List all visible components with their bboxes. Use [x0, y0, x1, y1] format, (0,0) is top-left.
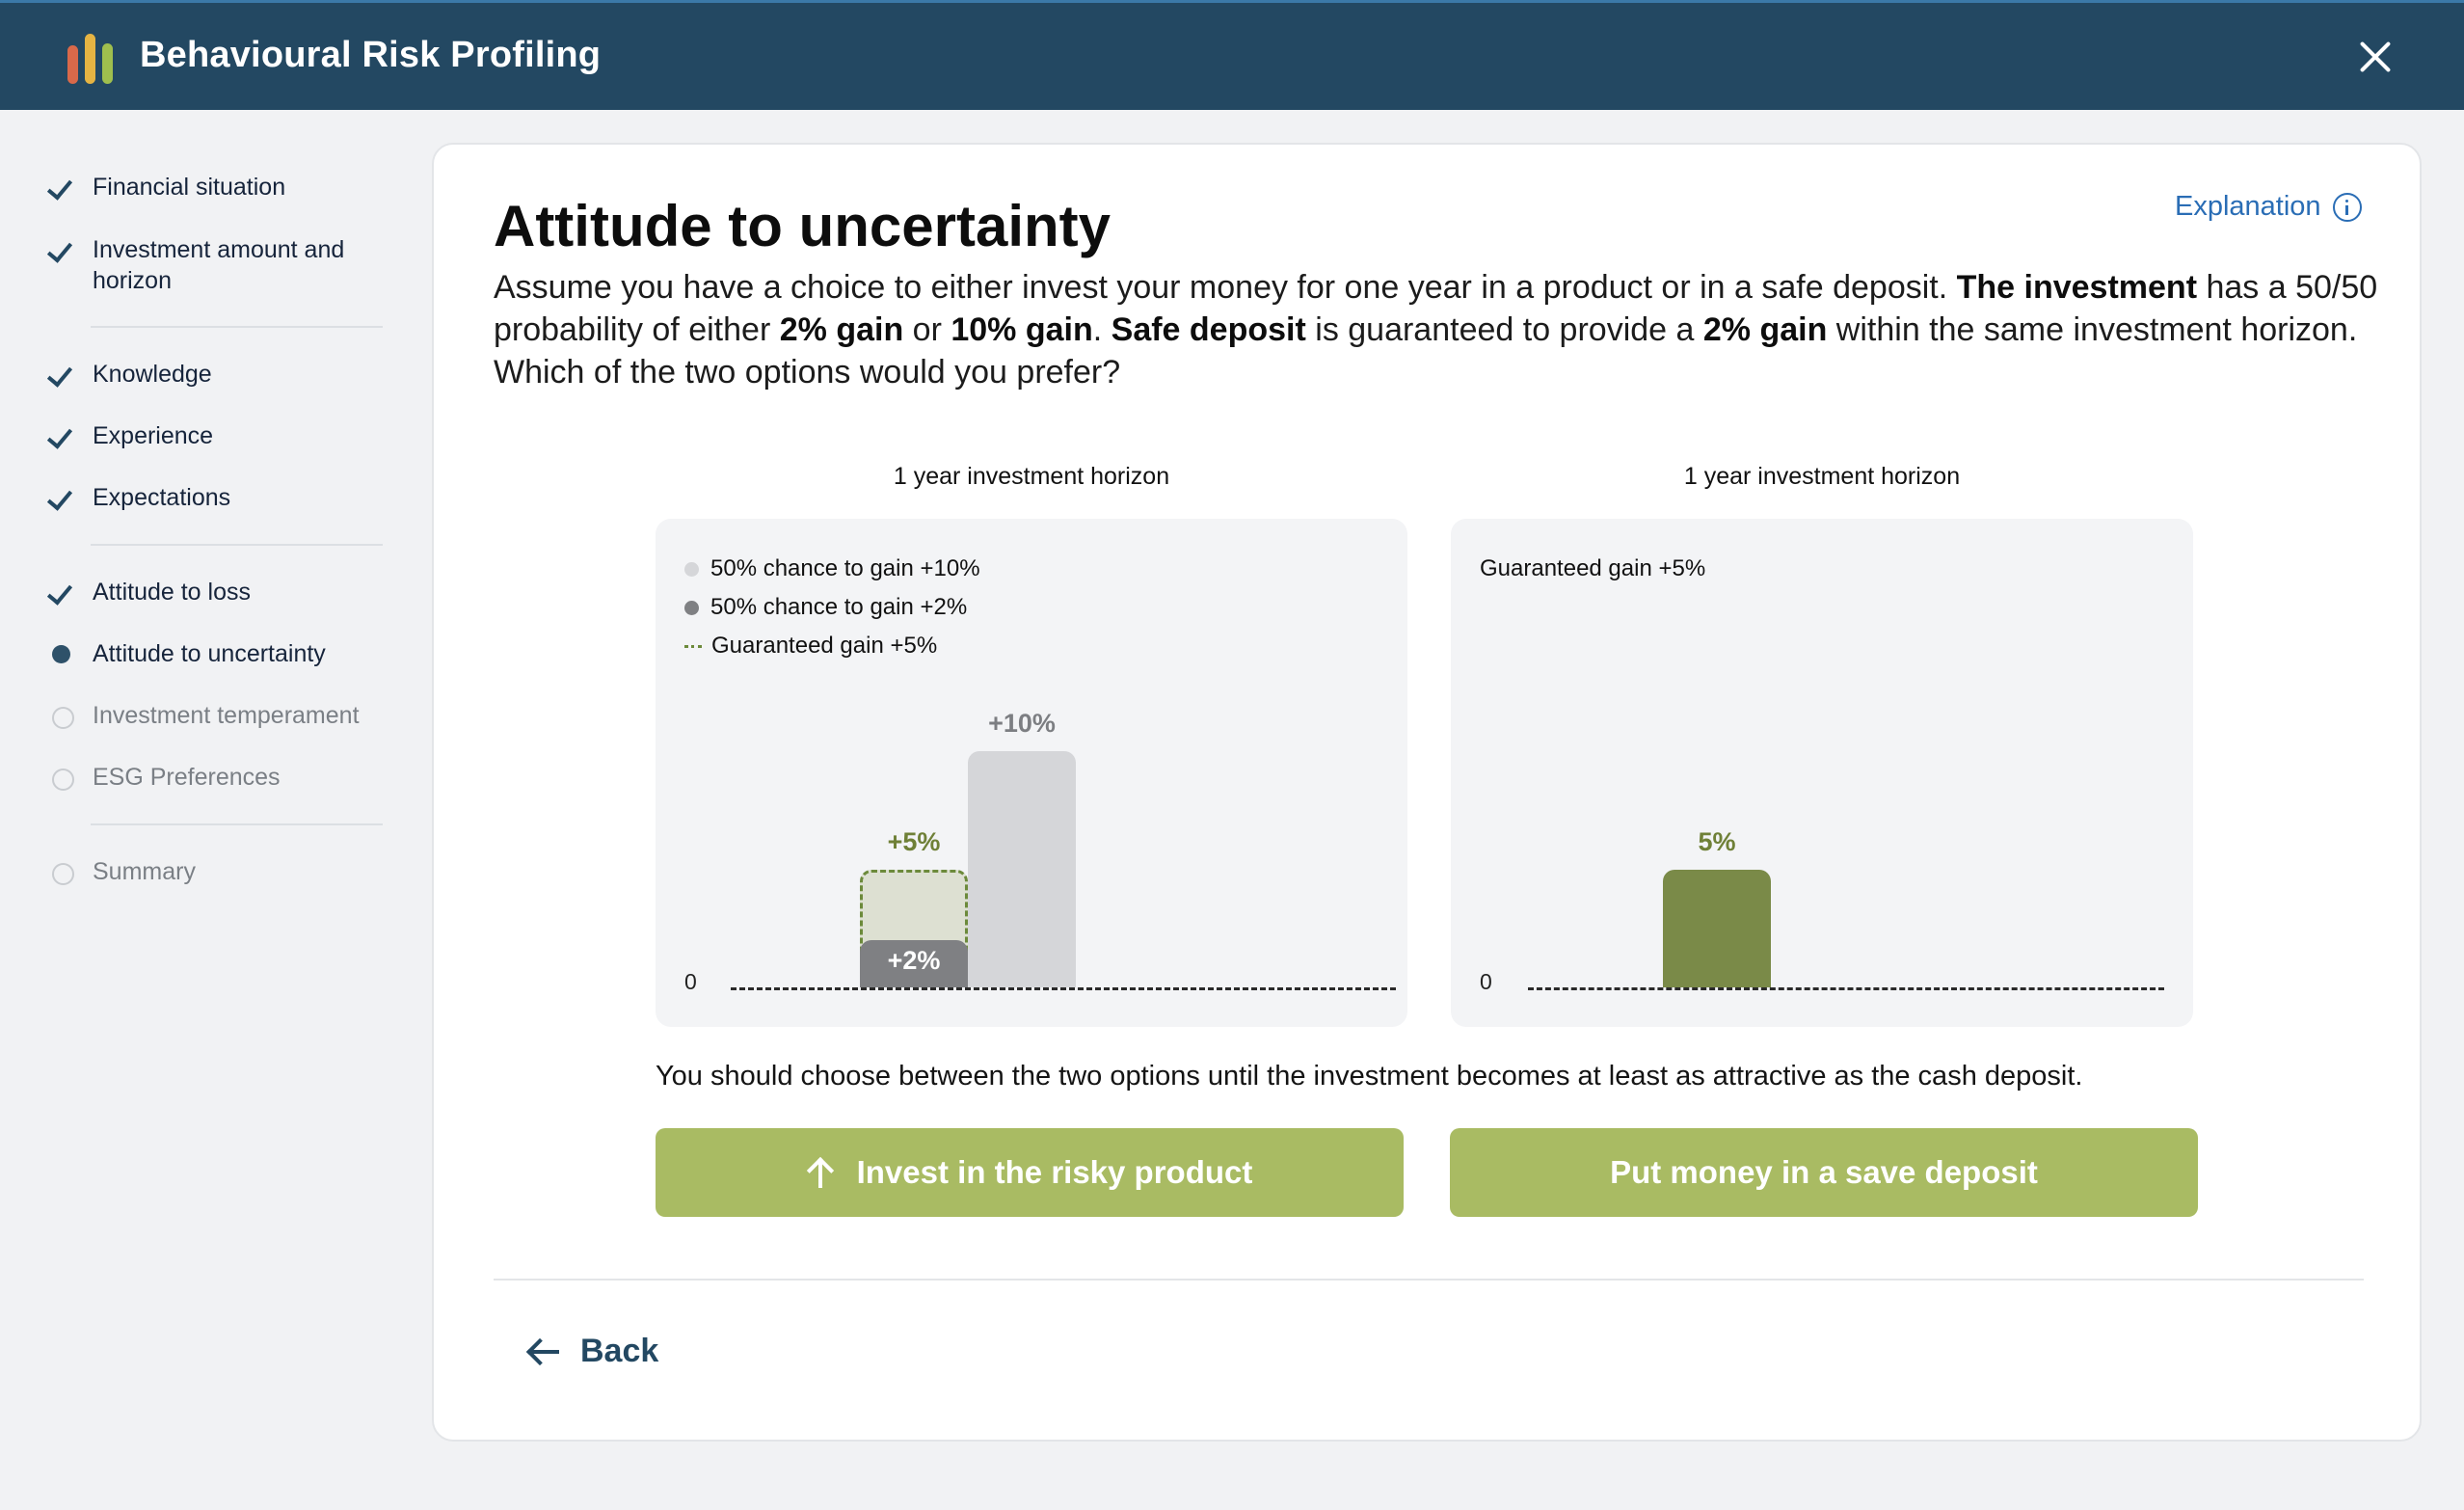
chart-legend: Guaranteed gain +5% — [1480, 550, 1705, 588]
sidebar-step-label: Investment amount and horizon — [93, 236, 345, 294]
sidebar-step[interactable]: Financial situation — [48, 172, 411, 202]
app-header: Behavioural Risk Profiling — [0, 0, 2464, 110]
chart-baseline — [731, 987, 1396, 990]
sidebar-step[interactable]: Experience — [48, 420, 411, 451]
legend-item: 50% chance to gain +10% — [684, 550, 980, 588]
question-text-part: Assume you have a choice to either inves… — [494, 269, 1957, 306]
sidebar-step-label: ESG Preferences — [93, 764, 281, 791]
deposit-button-label: Put money in a save deposit — [1610, 1154, 2038, 1190]
check-icon — [48, 359, 77, 390]
question-text-part: within the same investment horizon. Whic… — [494, 311, 2358, 391]
sidebar-step[interactable]: ESG Preferences — [48, 762, 411, 793]
sidebar-step[interactable]: Investment amount and horizon — [48, 234, 382, 296]
footer-divider — [494, 1279, 2364, 1281]
question-text-bold: 2% gain — [1702, 311, 1828, 348]
question-text: Assume you have a choice to either inves… — [494, 266, 2383, 393]
legend-label: Guaranteed gain +5% — [1480, 555, 1706, 581]
bar-value-label: +2% — [887, 946, 941, 975]
logo-bar — [102, 43, 113, 84]
check-icon — [48, 234, 77, 265]
check-icon — [48, 172, 77, 202]
sidebar-divider — [91, 823, 383, 825]
question-card: Attitude to uncertainty Explanation Assu… — [432, 143, 2422, 1442]
bar-low-gain — [860, 940, 968, 987]
sidebar-step[interactable]: Investment temperament — [48, 700, 411, 731]
sidebar-divider — [91, 326, 383, 328]
legend-item: 50% chance to gain +2% — [684, 588, 980, 627]
risky-chart: 50% chance to gain +10% 50% chance to ga… — [656, 519, 1407, 1027]
sidebar-step-label: Investment temperament — [93, 702, 360, 729]
question-text-bold: The investment — [1956, 269, 2198, 306]
sidebar-step[interactable]: Attitude to uncertainty — [48, 638, 411, 669]
question-text-part: . — [1092, 311, 1111, 348]
check-icon — [48, 482, 77, 513]
app-title: Behavioural Risk Profiling — [140, 35, 602, 75]
close-icon[interactable] — [2358, 40, 2393, 74]
explanation-link[interactable]: Explanation — [2175, 191, 2362, 223]
sidebar-step-label: Attitude to uncertainty — [93, 640, 326, 667]
legend-label: 50% chance to gain +2% — [710, 594, 968, 620]
deposit-chart: Guaranteed gain +5% 0 5% — [1451, 519, 2193, 1027]
chart-title: 1 year investment horizon — [1683, 463, 1961, 490]
check-icon — [48, 420, 77, 451]
pending-step-circle-icon — [48, 762, 77, 793]
back-button-label: Back — [580, 1333, 659, 1369]
question-text-part: is guaranteed to provide a — [1305, 311, 1703, 348]
chart-title: 1 year investment horizon — [893, 463, 1170, 490]
app-logo-icon — [67, 34, 116, 84]
sidebar-step-label: Financial situation — [93, 174, 286, 201]
instruction-text: You should choose between the two option… — [656, 1061, 2083, 1092]
sidebar-step-label: Knowledge — [93, 361, 212, 388]
legend-swatch-dashed — [684, 644, 702, 648]
legend-swatch-dark — [684, 600, 699, 615]
bar-deposit — [1663, 869, 1771, 987]
question-text-part: or — [903, 311, 951, 348]
sidebar-step-label: Experience — [93, 422, 214, 449]
explanation-label: Explanation — [2175, 191, 2321, 222]
invest-button[interactable]: Invest in the risky product — [656, 1128, 1404, 1217]
bar-value-label: +10% — [988, 709, 1056, 738]
legend-label: 50% chance to gain +10% — [710, 555, 980, 581]
pending-step-circle-icon — [48, 700, 77, 731]
sidebar-step[interactable]: Expectations — [48, 482, 411, 513]
question-text-bold: 2% gain — [779, 311, 904, 348]
bar-value-label: 5% — [1698, 826, 1736, 856]
zero-tick-label: 0 — [1480, 969, 1492, 994]
legend-item: Guaranteed gain +5% — [684, 627, 980, 665]
sidebar-divider — [91, 544, 383, 546]
question-text-part: has a 50/50 probability of either — [494, 269, 2378, 348]
chart-baseline — [1528, 987, 2164, 990]
zero-tick-label: 0 — [684, 969, 697, 994]
sidebar-step-label: Attitude to loss — [93, 579, 251, 606]
logo-bar — [67, 45, 78, 84]
deposit-button[interactable]: Put money in a save deposit — [1450, 1128, 2198, 1217]
sidebar-step[interactable]: Attitude to loss — [48, 577, 411, 607]
chart-legend: 50% chance to gain +10% 50% chance to ga… — [684, 550, 980, 665]
bar-high-gain — [968, 751, 1076, 987]
legend-item: Guaranteed gain +5% — [1480, 550, 1705, 588]
sidebar-step-label: Expectations — [93, 484, 231, 511]
current-step-dot-icon — [48, 638, 77, 669]
arrow-left-icon — [526, 1337, 559, 1366]
progress-sidebar: Financial situation Investment amount an… — [0, 110, 424, 1510]
back-button[interactable]: Back — [526, 1333, 658, 1370]
bar-value-label: +5% — [887, 826, 941, 856]
logo-bar — [85, 34, 95, 84]
question-text-bold: Safe deposit — [1111, 311, 1306, 348]
legend-label: Guaranteed gain +5% — [711, 633, 938, 659]
sidebar-step[interactable]: Knowledge — [48, 359, 411, 390]
arrow-up-icon — [807, 1157, 834, 1188]
legend-swatch-light — [684, 561, 699, 577]
pending-step-circle-icon — [48, 856, 77, 887]
invest-button-label: Invest in the risky product — [856, 1154, 1253, 1190]
check-icon — [48, 577, 77, 607]
sidebar-step[interactable]: Summary — [48, 856, 411, 887]
info-icon — [2332, 192, 2362, 222]
sidebar-step-label: Summary — [93, 858, 196, 885]
page-title: Attitude to uncertainty — [494, 194, 1111, 258]
question-text-bold: 10% gain — [951, 311, 1093, 348]
